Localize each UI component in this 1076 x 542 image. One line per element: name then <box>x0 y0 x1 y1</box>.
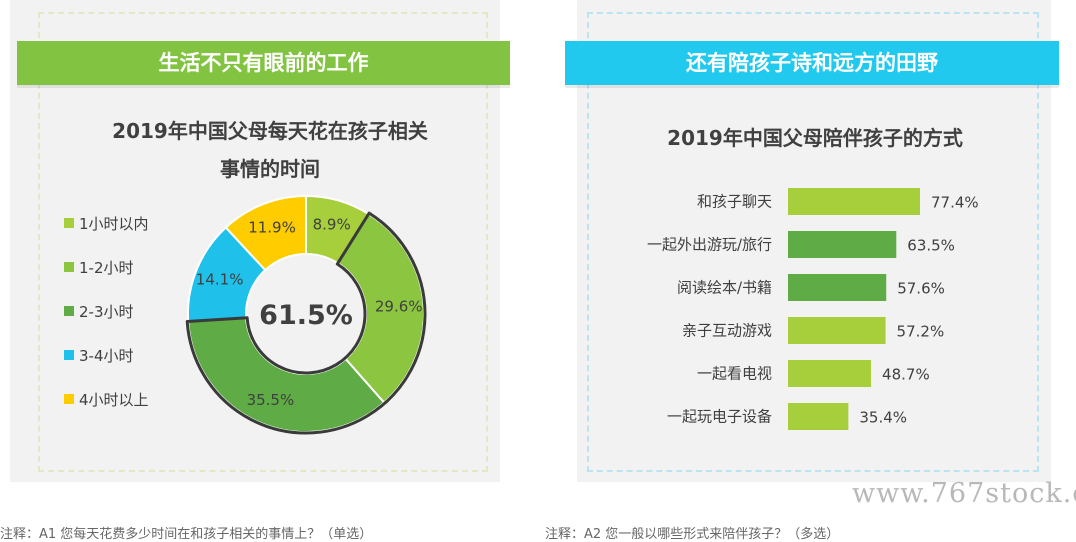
bar-value-label: 57.2% <box>897 323 945 341</box>
legend-swatch <box>64 218 74 228</box>
bar <box>788 403 849 430</box>
donut-title-line1: 2019年中国父母每天花在孩子相关 <box>112 119 428 143</box>
bar-category-label: 一起看电视 <box>697 365 772 383</box>
right-dashed-frame <box>587 12 1039 472</box>
bar-value-label: 35.4% <box>859 409 907 427</box>
bar-category-label: 亲子互动游戏 <box>682 322 772 340</box>
legend-label: 1-2小时 <box>79 258 134 277</box>
legend-label: 3-4小时 <box>79 346 134 365</box>
donut-center-label: 61.5% <box>259 300 353 331</box>
bar-chart: 和孩子聊天 77.4% 一起外出游玩/旅行 63.5% 阅读绘本/书籍 57.6% 亲子互动… <box>647 188 979 430</box>
legend-item: 3-4小时 <box>64 344 149 366</box>
bar-value-label: 57.6% <box>897 280 945 298</box>
donut-slice-label: 29.6% <box>375 297 423 315</box>
bar-category-label: 和孩子聊天 <box>697 193 772 211</box>
bar-chart-title: 2019年中国父母陪伴孩子的方式 <box>667 126 963 150</box>
left-banner: 生活不只有眼前的工作 <box>17 41 510 88</box>
bar-category-label: 阅读绘本/书籍 <box>677 279 772 297</box>
left-dashed-frame <box>38 12 488 472</box>
right-banner-text: 还有陪孩子诗和远方的田野 <box>686 51 938 75</box>
left-banner-shadow <box>17 85 510 88</box>
bar-category-label: 一起玩电子设备 <box>667 408 772 426</box>
legend-label: 2-3小时 <box>79 302 134 321</box>
watermark: www.767stock.c <box>852 478 1076 509</box>
right-banner: 还有陪孩子诗和远方的田野 <box>565 41 1059 88</box>
bar <box>788 274 887 301</box>
donut-title-line2: 事情的时间 <box>220 157 320 181</box>
donut-highlight-outline <box>185 211 427 435</box>
donut-slice-label: 35.5% <box>247 391 295 409</box>
legend-swatch <box>64 306 74 316</box>
bar-value-label: 77.4% <box>931 194 979 212</box>
donut-chart: 8.9% 29.6% 35.5% 14.1% 11.9% 61.5% <box>185 194 427 435</box>
legend-label: 4小时以上 <box>79 390 149 409</box>
legend-label: 1小时以内 <box>79 214 149 233</box>
donut-slice-label: 8.9% <box>313 216 351 234</box>
donut-slice-label: 14.1% <box>196 270 244 288</box>
legend-item: 1-2小时 <box>64 256 149 278</box>
bar-category-label: 一起外出游玩/旅行 <box>647 236 772 254</box>
right-banner-shadow <box>565 85 1059 88</box>
legend-swatch <box>64 394 74 404</box>
legend-swatch <box>64 262 74 272</box>
bar <box>788 317 886 344</box>
donut-chart-title: 2019年中国父母每天花在孩子相关 事情的时间 <box>60 112 480 188</box>
donut-legend: 1小时以内 1-2小时 2-3小时 3-4小时 4小时以上 <box>64 212 149 432</box>
left-banner-text: 生活不只有眼前的工作 <box>158 51 369 75</box>
legend-swatch <box>64 350 74 360</box>
bar <box>788 188 920 215</box>
bar-value-label: 48.7% <box>882 366 930 384</box>
donut-slice <box>187 316 386 433</box>
donut-slice <box>224 194 307 272</box>
donut-slice-label: 11.9% <box>248 218 296 236</box>
bar <box>788 360 872 387</box>
bar <box>788 231 897 258</box>
bar-value-label: 63.5% <box>907 237 955 255</box>
legend-item: 4小时以上 <box>64 388 149 410</box>
legend-item: 2-3小时 <box>64 300 149 322</box>
legend-item: 1小时以内 <box>64 212 149 234</box>
